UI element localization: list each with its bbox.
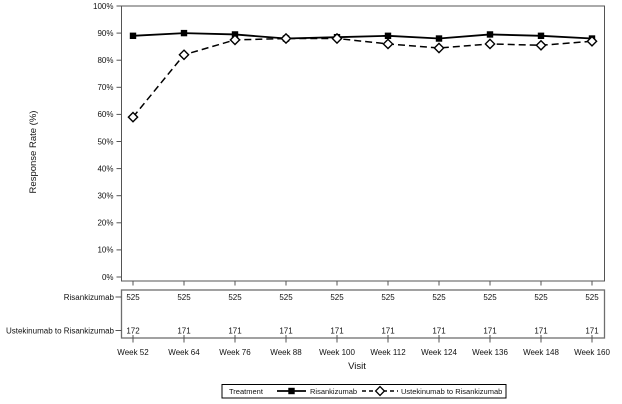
x-axis-tick-label: Week 136: [472, 348, 508, 357]
ustekinumab-marker: [280, 32, 292, 45]
at-risk-count: 172: [126, 327, 140, 336]
at-risk-count: 171: [483, 327, 497, 336]
risankizumab-marker: [486, 31, 494, 38]
y-axis-tick-label: 10%: [97, 246, 113, 255]
x-axis-tick-label: Week 52: [117, 348, 149, 357]
x-axis-tick-label: Week 88: [270, 348, 302, 357]
x-axis-tick-label: Week 64: [168, 348, 200, 357]
at-risk-count: 525: [126, 293, 140, 302]
risankizumab-marker: [384, 32, 392, 40]
x-axis-tick-label: Week 160: [574, 348, 610, 357]
at-risk-count: 525: [483, 293, 497, 302]
at-risk-count: 171: [381, 327, 395, 336]
at-risk-count: 171: [177, 327, 191, 336]
ustekinumab-to-risankizumab-line: [132, 37, 593, 118]
y-axis-tick-label: 80%: [97, 56, 113, 65]
legend-title: Treatment: [229, 387, 264, 396]
at-risk-count: 525: [381, 293, 395, 302]
y-axis-tick-label: 70%: [97, 83, 113, 92]
at-risk-count: 171: [534, 327, 548, 336]
legend-entry-ustekinumab: Ustekinumab to Risankizumab: [401, 387, 502, 396]
x-axis-title: Visit: [348, 361, 366, 372]
y-axis-tick-label: 20%: [97, 219, 113, 228]
y-axis-tick-label: 90%: [97, 29, 113, 38]
y-axis-tick-label: 100%: [93, 2, 113, 11]
ustekinumab-marker: [586, 35, 598, 47]
y-axis-tick-label: 50%: [97, 137, 113, 146]
ustekinumab-marker: [178, 49, 190, 61]
x-axis-tick-label: Week 76: [219, 348, 251, 357]
at-risk-count: 525: [432, 293, 446, 302]
plot-frame: [121, 5, 605, 282]
at-risk-count: 171: [585, 327, 599, 336]
at-risk-row-label: Ustekinumab to Risankizumab: [6, 327, 115, 336]
x-axis-tick-label: Week 124: [421, 348, 457, 357]
ustekinumab-marker: [331, 32, 343, 45]
at-risk-row-label: Risankizumab: [64, 293, 115, 302]
y-axis-tick-label: 0%: [102, 273, 114, 282]
at-risk-table-frame: [120, 289, 606, 339]
legend-entry-risankizumab: Risankizumab: [310, 387, 357, 396]
risankizumab-line: [132, 32, 593, 40]
at-risk-count: 525: [585, 293, 599, 302]
y-axis-title: Response Rate (%): [28, 111, 39, 194]
legend-ustekinumab-marker: [374, 385, 386, 397]
risankizumab-marker: [537, 32, 545, 40]
legend-risankizumab-marker: [288, 387, 295, 395]
ustekinumab-marker: [535, 39, 547, 51]
at-risk-count: 525: [228, 293, 242, 302]
at-risk-count: 171: [279, 327, 293, 336]
y-axis-tick-label: 60%: [97, 110, 113, 119]
risankizumab-marker: [129, 32, 137, 40]
ustekinumab-marker: [229, 34, 241, 46]
at-risk-count: 171: [228, 327, 242, 336]
y-axis-tick-label: 40%: [97, 164, 113, 173]
at-risk-count: 525: [177, 293, 191, 302]
risankizumab-marker: [435, 35, 443, 42]
ustekinumab-marker: [484, 38, 496, 50]
x-axis-tick-label: Week 100: [319, 348, 355, 357]
at-risk-count: 525: [330, 293, 344, 302]
at-risk-count: 171: [330, 327, 344, 336]
ustekinumab-marker: [127, 111, 139, 123]
ustekinumab-marker: [433, 42, 445, 54]
at-risk-count: 171: [432, 327, 446, 336]
at-risk-count: 525: [534, 293, 548, 302]
risankizumab-marker: [180, 29, 188, 37]
at-risk-count: 525: [279, 293, 293, 302]
y-axis-tick-label: 30%: [97, 192, 113, 201]
x-axis-tick-label: Week 112: [370, 348, 406, 357]
ustekinumab-marker: [382, 38, 394, 50]
x-axis-tick-label: Week 148: [523, 348, 559, 357]
